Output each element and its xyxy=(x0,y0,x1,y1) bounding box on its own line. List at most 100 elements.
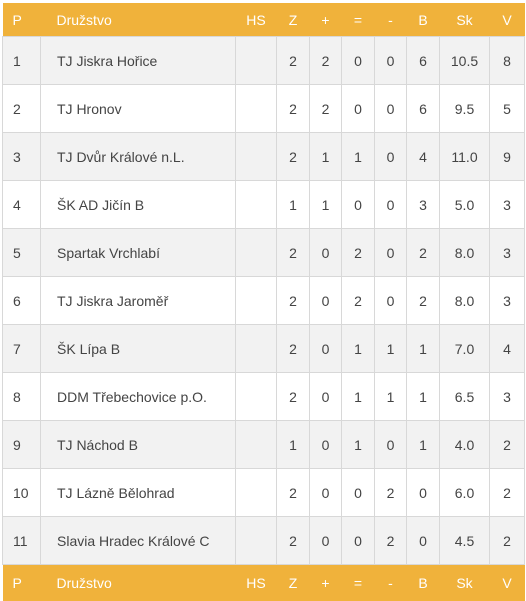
cell-hs xyxy=(236,325,277,373)
cell-position: 1 xyxy=(3,37,41,85)
col-header-team[interactable]: Družstvo xyxy=(41,3,236,37)
cell-team[interactable]: TJ Náchod B xyxy=(41,421,236,469)
cell-position: 7 xyxy=(3,325,41,373)
cell-hs xyxy=(236,517,277,565)
cell-team[interactable]: Spartak Vrchlabí xyxy=(41,229,236,277)
footer-v: V xyxy=(490,565,525,601)
cell-points: 0 xyxy=(407,469,440,517)
cell-v: 4 xyxy=(490,325,525,373)
cell-hs xyxy=(236,181,277,229)
col-header-draws[interactable]: = xyxy=(342,3,375,37)
cell-v: 3 xyxy=(490,373,525,421)
cell-wins: 0 xyxy=(310,373,342,421)
cell-wins: 0 xyxy=(310,469,342,517)
cell-team[interactable]: TJ Dvůr Králové n.L. xyxy=(41,133,236,181)
cell-losses: 2 xyxy=(375,517,407,565)
cell-draws: 0 xyxy=(342,37,375,85)
cell-team[interactable]: TJ Lázně Bělohrad xyxy=(41,469,236,517)
cell-v: 9 xyxy=(490,133,525,181)
cell-score: 8.0 xyxy=(440,229,490,277)
cell-wins: 1 xyxy=(310,133,342,181)
cell-v: 3 xyxy=(490,181,525,229)
cell-played: 2 xyxy=(277,277,310,325)
footer-hs: HS xyxy=(236,565,277,601)
footer-score: Sk xyxy=(440,565,490,601)
cell-score: 8.0 xyxy=(440,277,490,325)
cell-score: 5.0 xyxy=(440,181,490,229)
cell-score: 4.5 xyxy=(440,517,490,565)
cell-draws: 1 xyxy=(342,133,375,181)
cell-score: 7.0 xyxy=(440,325,490,373)
cell-points: 0 xyxy=(407,517,440,565)
cell-hs xyxy=(236,37,277,85)
cell-played: 2 xyxy=(277,469,310,517)
cell-played: 2 xyxy=(277,229,310,277)
cell-v: 2 xyxy=(490,517,525,565)
cell-played: 2 xyxy=(277,37,310,85)
footer-wins: + xyxy=(310,565,342,601)
cell-team[interactable]: DDM Třebechovice p.O. xyxy=(41,373,236,421)
cell-position: 10 xyxy=(3,469,41,517)
cell-position: 4 xyxy=(3,181,41,229)
col-header-v[interactable]: V xyxy=(490,3,525,37)
cell-team[interactable]: TJ Jiskra Jaroměř xyxy=(41,277,236,325)
cell-score: 11.0 xyxy=(440,133,490,181)
cell-hs xyxy=(236,373,277,421)
cell-hs xyxy=(236,229,277,277)
cell-team[interactable]: ŠK Lípa B xyxy=(41,325,236,373)
cell-position: 2 xyxy=(3,85,41,133)
cell-draws: 1 xyxy=(342,373,375,421)
cell-wins: 2 xyxy=(310,37,342,85)
cell-losses: 0 xyxy=(375,133,407,181)
col-header-score[interactable]: Sk xyxy=(440,3,490,37)
cell-points: 6 xyxy=(407,37,440,85)
footer-row: P Družstvo HS Z + = - B Sk V xyxy=(3,565,525,601)
cell-position: 6 xyxy=(3,277,41,325)
cell-team[interactable]: TJ Jiskra Hořice xyxy=(41,37,236,85)
cell-played: 2 xyxy=(277,373,310,421)
cell-team[interactable]: TJ Hronov xyxy=(41,85,236,133)
cell-played: 2 xyxy=(277,325,310,373)
cell-hs xyxy=(236,85,277,133)
cell-losses: 0 xyxy=(375,181,407,229)
cell-losses: 0 xyxy=(375,277,407,325)
cell-position: 9 xyxy=(3,421,41,469)
col-header-losses[interactable]: - xyxy=(375,3,407,37)
cell-losses: 0 xyxy=(375,229,407,277)
cell-draws: 0 xyxy=(342,181,375,229)
cell-wins: 0 xyxy=(310,277,342,325)
cell-score: 6.0 xyxy=(440,469,490,517)
cell-draws: 1 xyxy=(342,421,375,469)
table-footer: P Družstvo HS Z + = - B Sk V xyxy=(3,565,525,601)
col-header-points[interactable]: B xyxy=(407,3,440,37)
col-header-wins[interactable]: + xyxy=(310,3,342,37)
cell-losses: 0 xyxy=(375,421,407,469)
cell-losses: 1 xyxy=(375,373,407,421)
cell-position: 8 xyxy=(3,373,41,421)
cell-points: 1 xyxy=(407,373,440,421)
cell-played: 2 xyxy=(277,517,310,565)
col-header-hs[interactable]: HS xyxy=(236,3,277,37)
cell-team[interactable]: Slavia Hradec Králové C xyxy=(41,517,236,565)
cell-team[interactable]: ŠK AD Jičín B xyxy=(41,181,236,229)
cell-played: 2 xyxy=(277,133,310,181)
cell-wins: 0 xyxy=(310,421,342,469)
cell-played: 1 xyxy=(277,421,310,469)
cell-v: 2 xyxy=(490,469,525,517)
cell-position: 3 xyxy=(3,133,41,181)
footer-team: Družstvo xyxy=(41,565,236,601)
cell-draws: 0 xyxy=(342,517,375,565)
col-header-played[interactable]: Z xyxy=(277,3,310,37)
cell-score: 10.5 xyxy=(440,37,490,85)
cell-points: 2 xyxy=(407,277,440,325)
footer-points: B xyxy=(407,565,440,601)
col-header-position[interactable]: P xyxy=(3,3,41,37)
cell-losses: 0 xyxy=(375,85,407,133)
